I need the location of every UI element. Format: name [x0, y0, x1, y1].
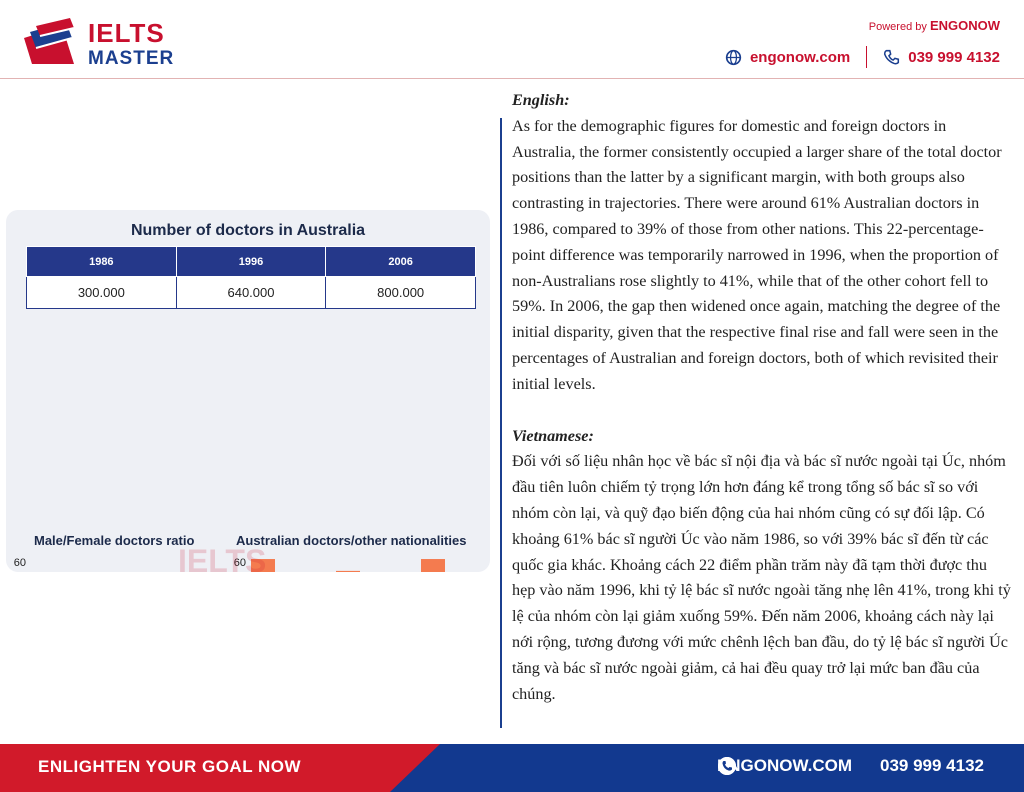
- powered-prefix: Powered by: [868, 21, 927, 33]
- chart-title: Male/Female doctors ratio: [34, 533, 194, 548]
- header-website-link[interactable]: engonow.com: [749, 48, 851, 66]
- text-column: English: As for the demographic figures …: [512, 88, 1012, 707]
- logo-text-master: MASTER: [88, 48, 175, 69]
- globe-icon: [725, 49, 742, 65]
- text-accent-line: [500, 118, 502, 728]
- watermark-text: IELTS: [178, 543, 266, 572]
- header-divider: [0, 78, 1024, 79]
- y-tick-label: 60: [234, 557, 246, 569]
- ielts-master-logo[interactable]: IELTS MASTER: [22, 14, 192, 70]
- header-contact: engonow.com 039 999 4132: [725, 46, 1000, 68]
- bar-australian-doctors: [336, 570, 360, 572]
- paragraph-gap: [512, 398, 1012, 424]
- doctors-table: 1986 1996 2006 300.000 640.000 800.000: [26, 246, 476, 309]
- english-label: English:: [512, 91, 570, 109]
- footer-website-link[interactable]: ENGONOW.COM: [716, 756, 852, 775]
- table-header-row: 1986 1996 2006: [26, 246, 476, 277]
- footer-contact: ENGONOW.COM 039 999 4132: [717, 756, 984, 776]
- bar-charts: Male/Female doctors ratio010203040506019…: [14, 533, 466, 572]
- contact-divider: [866, 46, 868, 68]
- bar-australian-doctors: [251, 559, 275, 572]
- logo-mark-icon: [24, 18, 75, 64]
- logo-text-ielts: IELTS: [88, 18, 165, 48]
- page-header: IELTS MASTER Powered by ENGONOW engonow.…: [0, 0, 1024, 80]
- table-header-cell: 1986: [26, 246, 177, 277]
- table-cell: 640.000: [175, 276, 327, 309]
- vietnamese-label: Vietnamese:: [512, 426, 594, 445]
- figure-card: Number of doctors in Australia 1986 1996…: [6, 210, 490, 572]
- bar-australian-doctors: [421, 559, 445, 572]
- page-footer: ENLIGHTEN YOUR GOAL NOW ENGONOW.COM 039 …: [0, 744, 1024, 792]
- english-paragraph: As for the demographic figures for domes…: [512, 116, 1002, 393]
- header-phone-link[interactable]: 039 999 4132: [908, 48, 1000, 66]
- figure-title: Number of doctors in Australia: [130, 222, 366, 239]
- footer-background: [0, 744, 1024, 792]
- powered-brand: ENGONOW: [929, 18, 1000, 33]
- phone-icon: [717, 757, 736, 775]
- vietnamese-paragraph: Đối với số liệu nhân học về bác sĩ nội đ…: [512, 452, 1011, 703]
- powered-by: Powered by ENGONOW: [869, 18, 1000, 33]
- chart-title: Australian doctors/other nationalities: [236, 533, 466, 548]
- table-row: 300.000 640.000 800.000: [26, 276, 476, 309]
- phone-icon: [884, 49, 900, 64]
- footer-phone-link[interactable]: 039 999 4132: [880, 756, 984, 775]
- table-header-cell: 2006: [325, 246, 476, 277]
- footer-slogan: ENLIGHTEN YOUR GOAL NOW: [38, 757, 302, 776]
- table-cell: 300.000: [26, 276, 177, 309]
- table-header-cell: 1996: [175, 246, 327, 277]
- y-tick-label: 60: [14, 557, 26, 569]
- table-cell: 800.000: [325, 276, 476, 309]
